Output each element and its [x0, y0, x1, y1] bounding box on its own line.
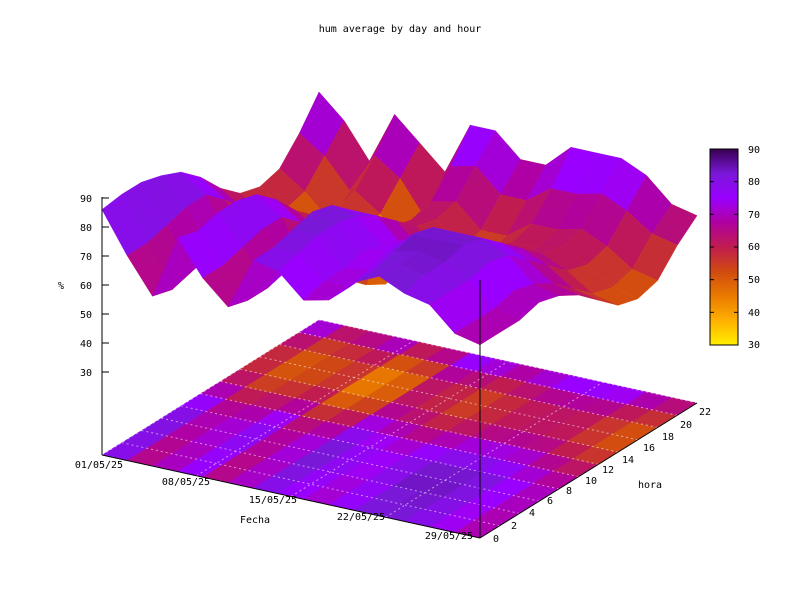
z-tick-label: 50	[80, 310, 92, 321]
y-tick-label: 8	[566, 486, 572, 497]
colorbar-tick-label: 80	[748, 177, 760, 188]
colorbar-tick-label: 70	[748, 210, 760, 221]
colorbar-tick-label: 50	[748, 275, 760, 286]
z-tick-label: 90	[80, 194, 92, 205]
y-axis-line	[479, 402, 698, 539]
x-tick-label: 22/05/25	[337, 512, 385, 523]
y-tick-label: 14	[622, 455, 634, 466]
z-tick-label: 60	[80, 281, 92, 292]
floor-map	[101, 319, 698, 539]
x-tick-label: 29/05/25	[425, 531, 473, 542]
y-tick-label: 22	[699, 407, 711, 418]
y-tick-label: 18	[662, 432, 674, 443]
surface-patch	[454, 320, 501, 346]
x-axis-line	[101, 454, 481, 539]
x-tick-label: 01/05/25	[75, 460, 123, 471]
x-axis-ticks: 01/05/25 08/05/25 15/05/25 22/05/25 29/0…	[75, 460, 473, 542]
colorbar-tick-label: 40	[748, 308, 760, 319]
y-axis-label: hora	[638, 480, 662, 491]
z-tick-label: 30	[80, 368, 92, 379]
y-tick-label: 0	[493, 534, 499, 545]
z-tick-label: 40	[80, 339, 92, 350]
colorbar-gradient	[709, 148, 739, 346]
z-tick-label: 80	[80, 223, 92, 234]
colorbar-tick-label: 90	[748, 145, 760, 156]
y-tick-label: 12	[602, 465, 614, 476]
y-tick-label: 10	[585, 476, 597, 487]
colorbar-tick-label: 60	[748, 242, 760, 253]
colorbar: 30 40 50 60 70 80 90	[709, 145, 760, 351]
z-tick-label: 70	[80, 252, 92, 263]
y-tick-label: 4	[529, 508, 535, 519]
y-tick-label: 16	[643, 443, 655, 454]
y-tick-label: 20	[680, 420, 692, 431]
axes	[101, 197, 698, 539]
x-tick-label: 08/05/25	[162, 477, 210, 488]
y-tick-label: 6	[547, 496, 553, 507]
colorbar-ticks	[710, 148, 738, 346]
z-axis-ticks: 30 40 50 60 70 80 90	[80, 194, 92, 379]
y-axis-ticks: 0 2 4 6 8 10 12 14 16 18 20 22	[493, 407, 711, 545]
x-axis-label: Fecha	[240, 515, 270, 526]
colorbar-tick-label: 30	[748, 340, 760, 351]
chart-title: hum average by day and hour	[319, 24, 482, 35]
surface	[101, 91, 698, 346]
x-tick-label: 15/05/25	[249, 495, 297, 506]
z-axis-label: %	[58, 281, 64, 292]
y-tick-label: 2	[511, 521, 517, 532]
